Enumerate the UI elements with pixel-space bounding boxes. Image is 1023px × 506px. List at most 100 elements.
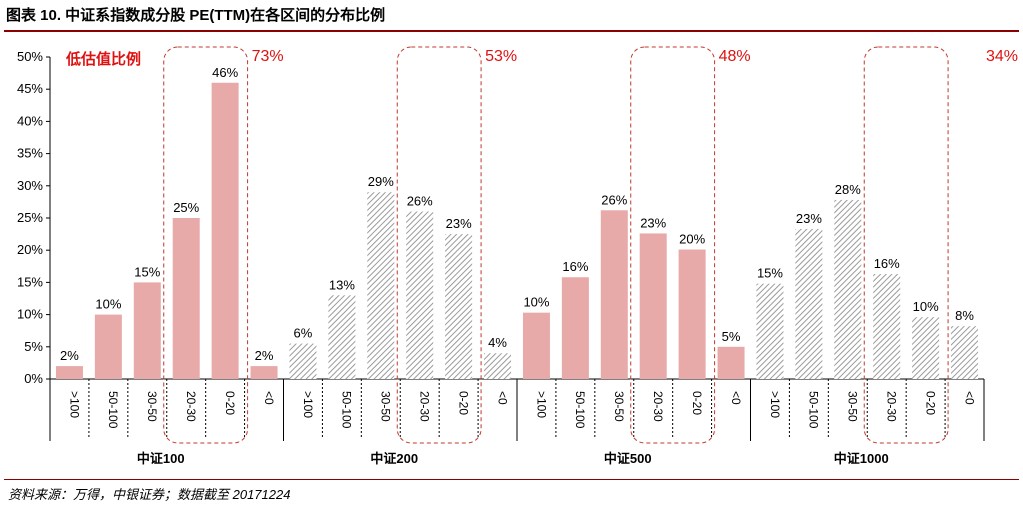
category-label: <0 xyxy=(262,391,276,405)
category-label: >100 xyxy=(534,391,548,418)
bar xyxy=(94,314,122,379)
bar xyxy=(289,343,317,379)
bar-value-label: 16% xyxy=(562,259,588,274)
y-tick-label: 0% xyxy=(24,371,43,386)
bar-value-label: 15% xyxy=(134,264,160,279)
bar xyxy=(951,326,979,379)
low-valuation-ratio: 34% xyxy=(986,48,1018,65)
bar xyxy=(756,283,784,379)
bar-value-label: 10% xyxy=(523,295,549,310)
chart-title: 图表 10. 中证系指数成分股 PE(TTM)在各区间的分布比例 xyxy=(6,7,386,24)
bar-value-label: 28% xyxy=(835,182,861,197)
category-label: 0-20 xyxy=(456,391,470,415)
low-valuation-ratio: 73% xyxy=(252,48,284,65)
bar xyxy=(211,82,239,379)
category-label: 30-50 xyxy=(612,391,626,422)
bar xyxy=(561,277,589,379)
bar xyxy=(172,218,200,379)
category-label: >100 xyxy=(768,391,782,418)
bar xyxy=(717,346,745,379)
category-label: 20-30 xyxy=(418,391,432,422)
bar xyxy=(367,192,395,379)
category-label: 50-100 xyxy=(340,391,354,429)
bar-value-label: 10% xyxy=(913,299,939,314)
bar-value-label: 23% xyxy=(796,211,822,226)
bar-value-label: 2% xyxy=(255,348,274,363)
bar-value-label: 23% xyxy=(446,216,472,231)
bar xyxy=(484,353,512,379)
bar xyxy=(795,228,823,379)
category-label: 0-20 xyxy=(223,391,237,415)
bar xyxy=(522,312,550,379)
y-tick-label: 40% xyxy=(17,113,43,128)
pe-distribution-chart: 0% 5% 10% 15% 20% 25% 30% 35% 40% 45% 50% 2% >100 10%… xyxy=(17,46,1018,466)
bar xyxy=(133,282,161,379)
category-label: 20-30 xyxy=(651,391,665,422)
y-tick-label: 10% xyxy=(17,307,43,322)
bar-value-label: 29% xyxy=(368,174,394,189)
y-tick-label: 20% xyxy=(17,242,43,257)
bar-value-label: 6% xyxy=(294,326,313,341)
y-tick-label: 15% xyxy=(17,274,43,289)
y-tick-label: 35% xyxy=(17,146,43,161)
bar-value-label: 26% xyxy=(407,194,433,209)
bar xyxy=(912,317,940,379)
category-label: 30-50 xyxy=(846,391,860,422)
category-label: 20-30 xyxy=(184,391,198,422)
group-label: 中证200 xyxy=(370,451,418,466)
title-rule xyxy=(4,30,1019,32)
y-tick-label: 30% xyxy=(17,178,43,193)
y-tick-label: 45% xyxy=(17,81,43,96)
category-label: 30-50 xyxy=(379,391,393,422)
category-label: <0 xyxy=(729,391,743,405)
bar xyxy=(55,366,83,379)
category-label: 30-50 xyxy=(145,391,159,422)
bar-value-label: 16% xyxy=(874,256,900,271)
category-label: >100 xyxy=(301,391,315,418)
bar-value-label: 15% xyxy=(757,266,783,281)
category-label: <0 xyxy=(495,391,509,405)
low-valuation-box xyxy=(630,46,716,444)
bar-value-label: 8% xyxy=(955,308,974,323)
source-rule xyxy=(4,479,1019,480)
bar xyxy=(250,366,278,379)
low-valuation-ratio: 53% xyxy=(485,48,517,65)
bar xyxy=(406,211,434,379)
group-label: 中证1000 xyxy=(834,451,889,466)
category-label: >100 xyxy=(67,391,81,418)
bar xyxy=(639,233,667,379)
bar-value-label: 23% xyxy=(640,215,666,230)
bar-value-label: 4% xyxy=(488,335,507,350)
category-label: 20-30 xyxy=(885,391,899,422)
bar-value-label: 25% xyxy=(173,200,199,215)
bar xyxy=(600,210,628,379)
category-label: 50-100 xyxy=(573,391,587,429)
bar-value-label: 2% xyxy=(60,348,79,363)
bar xyxy=(328,295,356,379)
low-valuation-ratio: 48% xyxy=(719,48,751,65)
category-label: <0 xyxy=(962,391,976,405)
category-label: 50-100 xyxy=(106,391,120,429)
bar-value-label: 5% xyxy=(722,329,741,344)
y-tick-label: 5% xyxy=(24,339,43,354)
y-tick-label: 50% xyxy=(17,49,43,64)
category-label: 0-20 xyxy=(690,391,704,415)
low-valuation-box xyxy=(163,46,249,444)
low-valuation-box xyxy=(396,46,482,444)
bar-value-label: 26% xyxy=(601,192,627,207)
bar-value-label: 46% xyxy=(212,65,238,80)
bar xyxy=(445,234,473,379)
low-valuation-box xyxy=(863,46,949,444)
bar xyxy=(873,274,901,379)
group-label: 中证100 xyxy=(137,451,185,466)
bar-value-label: 13% xyxy=(329,277,355,292)
y-tick-label: 25% xyxy=(17,210,43,225)
category-label: 0-20 xyxy=(923,391,937,415)
bar xyxy=(678,249,706,379)
bar-value-label: 10% xyxy=(95,297,121,312)
source-note: 资料来源：万得，中银证券；数据截至 20171224 xyxy=(8,487,291,502)
bar xyxy=(834,199,862,379)
group-label: 中证500 xyxy=(604,451,652,466)
legend-note: 低估值比例 xyxy=(65,50,141,68)
category-label: 50-100 xyxy=(807,391,821,429)
